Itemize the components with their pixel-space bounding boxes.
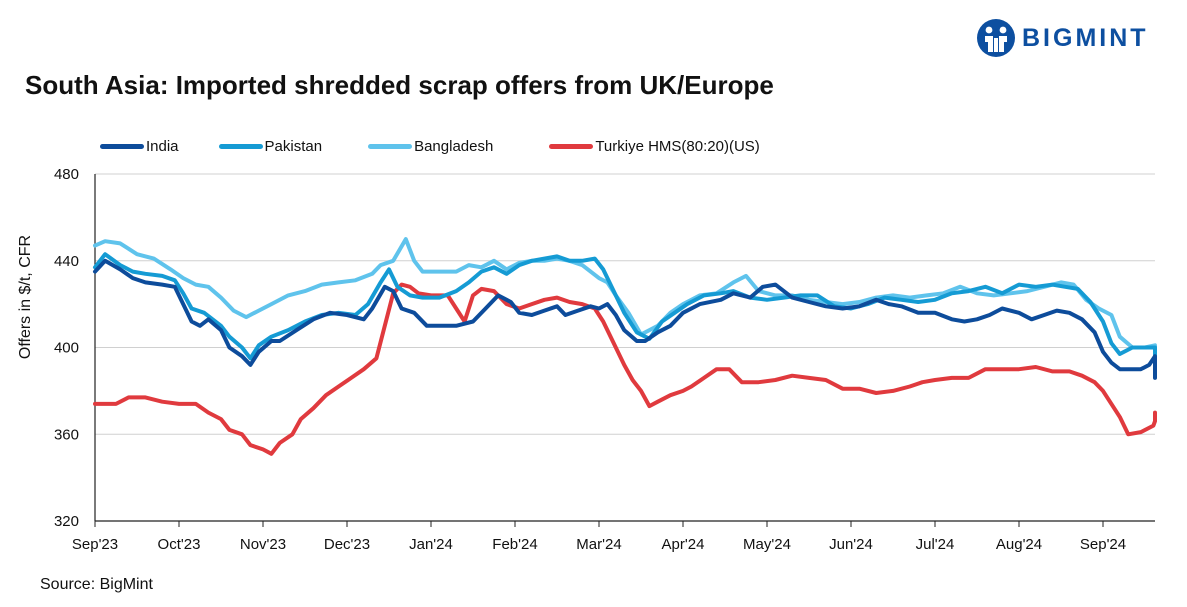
y-tick-label: 440: [54, 253, 79, 270]
brand-name: BIGMINT: [1022, 23, 1149, 52]
x-tick-label: Sep'24: [1080, 536, 1126, 553]
legend-label: Turkiye HMS(80:20)(US): [595, 137, 760, 155]
grid-lines: [95, 173, 1155, 435]
legend-label: Bangladesh: [414, 137, 494, 155]
series-line-pakistan: [93, 252, 1157, 365]
y-tick-label: 400: [54, 340, 79, 357]
x-tick-label: Sep'23: [72, 536, 118, 553]
x-tick-label: Jun'24: [829, 536, 873, 553]
series-line-india: [93, 258, 1157, 380]
source-note: Source: BigMint: [40, 576, 153, 593]
legend-swatch: [368, 143, 413, 149]
y-tick-label: 320: [54, 513, 79, 530]
x-tick-label: Apr'24: [662, 536, 705, 553]
x-tick-label: Feb'24: [492, 536, 537, 553]
x-tick-label: Oct'23: [158, 536, 201, 553]
x-tick-label: May'24: [743, 536, 791, 553]
x-tick-label: Dec'23: [324, 536, 370, 553]
legend-item: Pakistan: [218, 137, 323, 155]
x-tick-label: Mar'24: [576, 536, 621, 553]
legend-label: Pakistan: [264, 137, 323, 155]
series-lines: [93, 237, 1157, 456]
legend-swatch: [100, 143, 144, 149]
legend-item: Turkiye HMS(80:20)(US): [549, 137, 760, 155]
x-tick-label: Nov'23: [240, 536, 286, 553]
legend-label: India: [146, 137, 179, 155]
legend-swatch: [549, 143, 594, 149]
x-tick-label: Jan'24: [409, 536, 453, 553]
legend-item: India: [100, 138, 179, 155]
axes: [94, 174, 1155, 522]
legend-swatch: [218, 143, 263, 149]
y-tick-label: 480: [54, 166, 79, 183]
y-tick-labels: 320 360 400 440 480: [54, 166, 79, 530]
x-tick-labels: Sep'23 Oct'23 Nov'23 Dec'23 Jan'24 Feb'24 Mar'…: [72, 521, 1126, 553]
x-tick-label: Aug'24: [996, 536, 1042, 553]
y-tick-label: 360: [54, 426, 79, 443]
chart-title: South Asia: Imported shredded scrap offe…: [25, 70, 774, 100]
y-axis-label: Offers in $/t, CFR: [17, 235, 34, 359]
series-line-turkiye-hms-80-20-us: [93, 282, 1157, 456]
x-tick-label: Jul'24: [916, 536, 955, 553]
brand-logo: BIGMINT: [976, 16, 1166, 60]
bigmint-logo-icon: [977, 19, 1015, 57]
chart-legend: India Pakistan Bangladesh Turkiye HMS(80:20…: [100, 136, 760, 156]
legend-item: Bangladesh: [368, 138, 493, 155]
